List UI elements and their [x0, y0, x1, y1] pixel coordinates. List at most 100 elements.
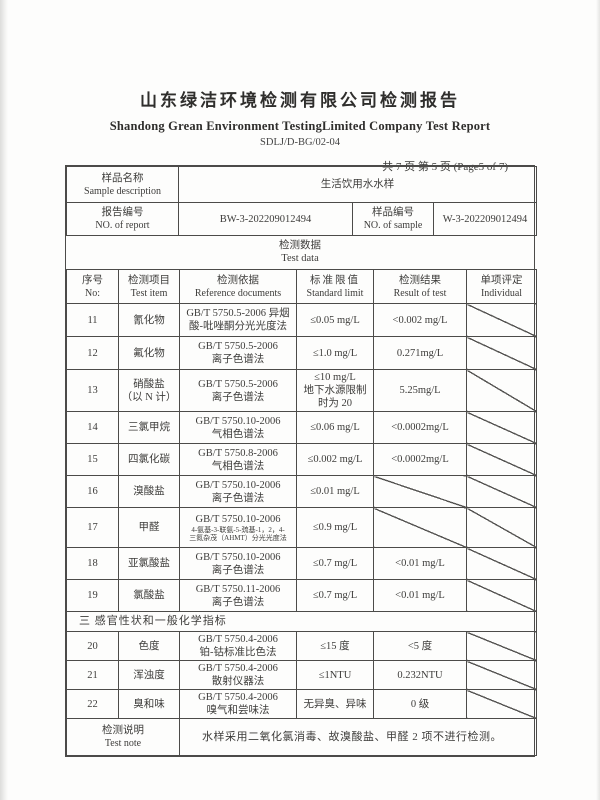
r13-ref-cell: GB/T 5750.5-2006 离子色谱法 — [179, 369, 297, 412]
r15-no-cell: 15 — [66, 443, 119, 476]
r15-ref1: GB/T 5750.8-2006 — [198, 447, 278, 459]
r17-item: 甲醛 — [138, 522, 160, 533]
r13-item2: （以 N 计） — [121, 391, 177, 403]
r20-result: <5 度 — [407, 640, 433, 652]
test-row-22: 22 臭和味 GB/T 5750.4-2006 嗅气和尝味法 无异臭、异味 0 级 — [66, 689, 537, 719]
r19-ref1: GB/T 5750.11-2006 — [195, 583, 281, 595]
section-header-text: 三 感官性状和一般化学指标 — [79, 615, 227, 627]
sample-no-label-en: NO. of sample — [363, 220, 423, 231]
r21-item: 浑浊度 — [133, 669, 165, 681]
header-reference-en: Reference documents — [194, 287, 282, 299]
r17-ref2: 4-氨基-3-联氨-5-巯基-1，2，4- — [191, 525, 285, 534]
r13-result-cell: 5.25mg/L — [373, 369, 467, 412]
r17-limit-cell: ≤0.9 mg/L — [296, 507, 374, 548]
header-result-cell: 检测结果 Result of test — [373, 269, 467, 304]
note-text: 水样采用二氧化氯消毒、故溴酸盐、甲醛 2 项不进行检测。 — [202, 730, 502, 743]
header-reference-cell: 检测依据 Reference documents — [179, 269, 297, 304]
r13-ref1: GB/T 5750.5-2006 — [198, 378, 278, 390]
r22-no: 22 — [87, 698, 98, 710]
r17-item-cell: 甲醛 — [118, 507, 180, 548]
report-no-row: 报告编号 NO. of report BW-3-202209012494 样品编… — [66, 202, 538, 236]
r12-no: 12 — [87, 347, 98, 359]
r11-item-cell: 氰化物 — [118, 303, 180, 337]
r13-item-cell: 硝酸盐 （以 N 计） — [118, 369, 180, 412]
r18-ref-cell: GB/T 5750.10-2006 离子色谱法 — [179, 547, 297, 580]
test-note-row: 检测说明 Test note 水样采用二氧化氯消毒、故溴酸盐、甲醛 2 项不进行… — [66, 718, 537, 756]
r13-no-cell: 13 — [66, 369, 119, 412]
r12-individual-cell — [466, 336, 537, 370]
r18-individual-cell — [466, 547, 537, 580]
r21-ref2: 散射仪器法 — [211, 676, 265, 687]
test-data-title-cn: 检测数据 — [279, 240, 321, 251]
r17-result-cell — [373, 507, 467, 548]
note-label-en: Test note — [104, 738, 142, 749]
test-data-table: 序号 No: 检测项目 Test item 检测依据 Reference doc… — [66, 269, 537, 756]
r11-ref2: 酸-吡唑酮分光光度法 — [189, 321, 287, 332]
r11-ref-cell: GB/T 5750.5-2006 异烟 酸-吡唑酮分光光度法 — [179, 303, 297, 337]
sample-name-label-en: Sample description — [84, 185, 161, 197]
header-no-cell: 序号 No: — [66, 269, 119, 304]
r15-result-cell: <0.0002mg/L — [373, 443, 467, 476]
r22-limit-cell: 无异臭、异味 — [296, 689, 374, 719]
header-item-cn: 检测项目 — [128, 274, 170, 286]
report-no-value: BW-3-202209012494 — [219, 213, 312, 225]
r12-limit-cell: ≤1.0 mg/L — [296, 336, 374, 370]
r22-no-cell: 22 — [66, 689, 119, 719]
r14-ref2: 气相色谱法 — [211, 428, 265, 440]
r13-limit1: ≤10 mg/L — [314, 372, 356, 383]
r15-limit-cell: ≤0.002 mg/L — [296, 443, 374, 476]
r21-result: 0.232NTU — [397, 669, 443, 681]
r22-item: 臭和味 — [133, 698, 165, 710]
r14-ref-cell: GB/T 5750.10-2006 气相色谱法 — [179, 411, 297, 444]
r12-ref2: 离子色谱法 — [211, 354, 265, 365]
r21-ref1: GB/T 5750.4-2006 — [198, 663, 278, 674]
r17-ref-cell: GB/T 5750.10-2006 4-氨基-3-联氨-5-巯基-1，2，4- 三氮… — [179, 507, 297, 548]
r19-no-cell: 19 — [66, 579, 119, 612]
test-row-17: 17 甲醛 GB/T 5750.10-2006 4-氨基-3-联氨-5-巯基-1，… — [66, 507, 537, 548]
r14-item: 三氯甲烷 — [128, 422, 170, 433]
r15-ref2: 气相色谱法 — [211, 460, 265, 472]
r15-item: 四氯化碳 — [128, 454, 170, 465]
r18-result-cell: <0.01 mg/L — [373, 547, 467, 580]
r13-no: 13 — [87, 385, 98, 396]
r18-item: 亚氯酸盐 — [128, 558, 170, 569]
r14-limit-cell: ≤0.06 mg/L — [296, 411, 374, 444]
scan-edge-right — [596, 0, 600, 800]
r21-no: 21 — [87, 669, 98, 681]
r16-item-cell: 溴酸盐 — [118, 475, 180, 508]
sample-name-label-cell: 样品名称 Sample description — [66, 166, 179, 203]
r15-item-cell: 四氯化碳 — [118, 443, 180, 476]
r21-ref-cell: GB/T 5750.4-2006 散射仪器法 — [179, 660, 297, 690]
r13-individual-cell — [466, 369, 537, 412]
r14-result-cell: <0.0002mg/L — [373, 411, 467, 444]
test-data-title-en: Test data — [281, 253, 319, 264]
section-header-cell: 三 感官性状和一般化学指标 — [66, 611, 537, 632]
r21-limit-cell: ≤1NTU — [296, 660, 374, 690]
r18-limit: ≤0.7 mg/L — [312, 558, 358, 569]
r22-ref2: 嗅气和尝味法 — [206, 705, 270, 716]
r11-limit: ≤0.05 mg/L — [310, 314, 360, 326]
header-limit-en: Standard limit — [306, 287, 364, 299]
sample-name-row: 样品名称 Sample description 生活饮用水水样 — [66, 166, 538, 203]
r16-ref2: 离子色谱法 — [211, 492, 265, 504]
note-text-cell: 水样采用二氧化氯消毒、故溴酸盐、甲醛 2 项不进行检测。 — [179, 718, 537, 756]
note-label-cn: 检测说明 — [102, 725, 144, 736]
sample-no-value: W-3-202209012494 — [442, 213, 528, 225]
r14-individual-cell — [466, 411, 537, 444]
sample-name-value-cell: 生活饮用水水样 — [177, 166, 538, 203]
r20-result-cell: <5 度 — [373, 631, 467, 661]
header-individual-cn: 单项评定 — [480, 274, 523, 286]
header-result-en: Result of test — [393, 287, 447, 299]
r22-item-cell: 臭和味 — [118, 689, 180, 719]
r14-limit: ≤0.06 mg/L — [310, 422, 360, 433]
r16-individual-cell — [466, 475, 537, 508]
r19-limit-cell: ≤0.7 mg/L — [296, 579, 374, 612]
r12-ref-cell: GB/T 5750.5-2006 离子色谱法 — [179, 336, 297, 370]
r11-no: 11 — [87, 314, 98, 326]
r16-result-cell — [373, 475, 467, 508]
r22-result: 0 级 — [410, 698, 430, 710]
sample-no-label-cell: 样品编号 NO. of sample — [352, 202, 434, 236]
test-data-title-band: 检测数据 Test data — [66, 236, 534, 269]
section-header-row: 三 感官性状和一般化学指标 — [66, 611, 537, 632]
r12-item-cell: 氟化物 — [118, 336, 180, 370]
